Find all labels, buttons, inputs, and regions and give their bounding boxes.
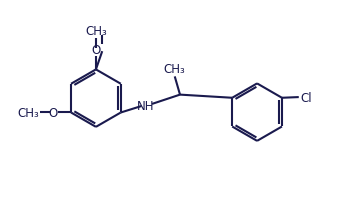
Text: NH: NH <box>137 99 154 112</box>
Text: O: O <box>91 43 100 56</box>
Text: CH₃: CH₃ <box>17 107 39 119</box>
Text: O: O <box>48 107 57 119</box>
Text: CH₃: CH₃ <box>163 63 185 76</box>
Text: Cl: Cl <box>300 91 312 104</box>
Text: CH₃: CH₃ <box>85 25 107 38</box>
